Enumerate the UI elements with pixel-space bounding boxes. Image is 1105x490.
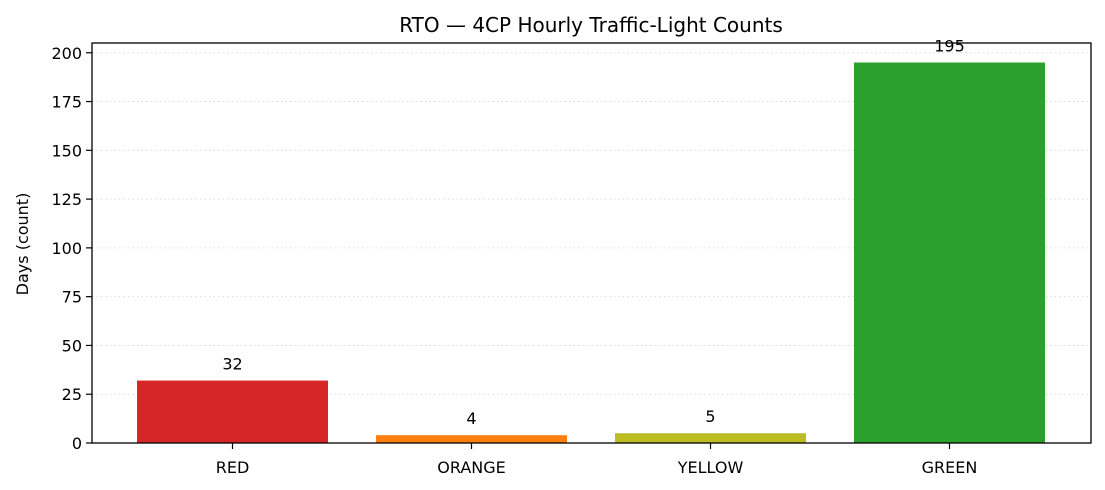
x-tick-label-red: RED [216, 458, 250, 477]
x-axis-ticks: RED ORANGE YELLOW GREEN [216, 443, 978, 477]
data-labels: 32 4 5 195 [222, 37, 964, 429]
bar-yellow [615, 433, 806, 443]
y-tick-label: 200 [51, 44, 82, 63]
x-tick-label-orange: ORANGE [437, 458, 505, 477]
y-tick-label: 50 [62, 336, 82, 355]
y-tick-label: 75 [62, 288, 82, 307]
x-tick-label-yellow: YELLOW [677, 458, 744, 477]
bar-green [854, 62, 1045, 443]
plot-area-frame [91, 42, 1092, 444]
y-tick-label: 0 [72, 434, 82, 453]
data-label-yellow: 5 [705, 407, 715, 426]
chart-title: RTO — 4CP Hourly Traffic-Light Counts [399, 13, 783, 37]
x-tick-label-green: GREEN [922, 458, 978, 477]
data-label-orange: 4 [466, 409, 476, 428]
y-tick-label: 175 [51, 93, 82, 112]
data-label-green: 195 [934, 37, 965, 56]
y-axis-ticks: 0 25 50 75 100 125 150 175 200 [51, 44, 92, 453]
bars [137, 62, 1045, 443]
data-label-red: 32 [222, 355, 242, 374]
y-axis-label: Days (count) [13, 193, 32, 296]
y-tick-label: 125 [51, 190, 82, 209]
y-tick-label: 25 [62, 385, 82, 404]
bar-red [137, 380, 328, 443]
y-tick-label: 150 [51, 141, 82, 160]
y-tick-label: 100 [51, 239, 82, 258]
bar-orange [376, 435, 567, 443]
